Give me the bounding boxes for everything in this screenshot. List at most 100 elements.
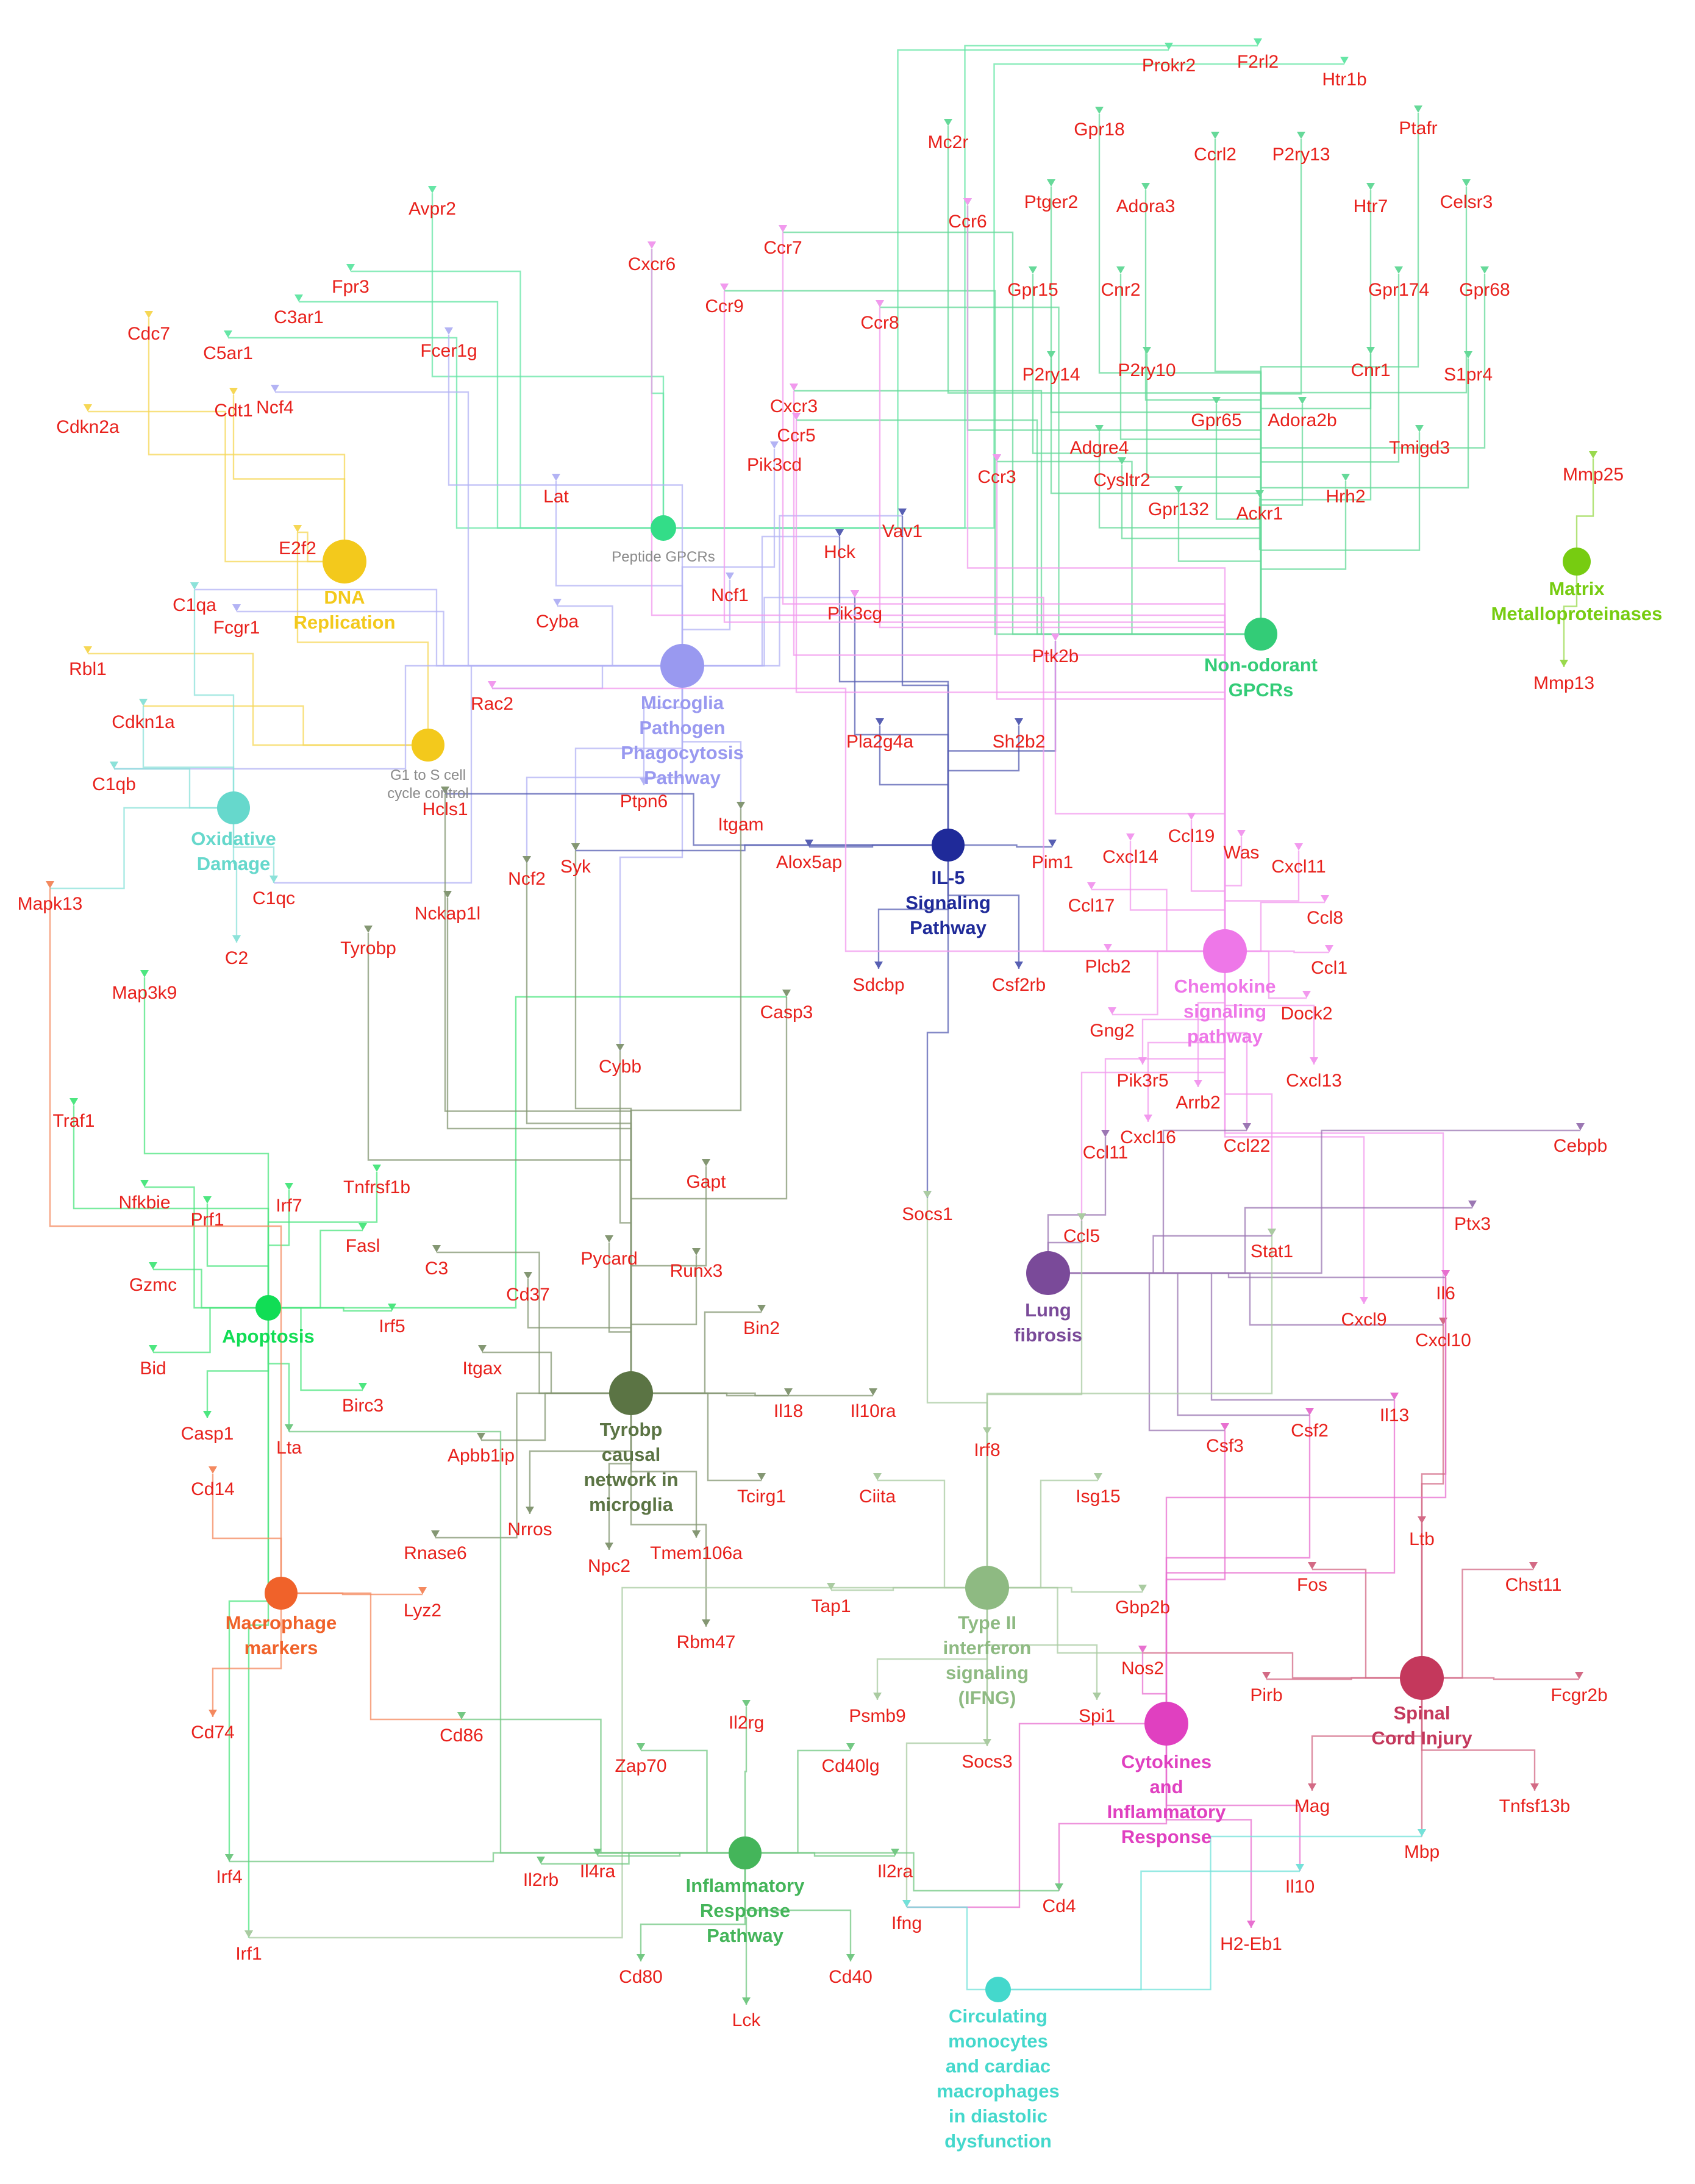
gene-node-ccl17[interactable]: Ccl17: [1068, 896, 1115, 916]
gene-node-zap70[interactable]: Zap70: [615, 1756, 666, 1776]
hub-apoptosis[interactable]: Apoptosis: [222, 1295, 315, 1347]
hub-non-odorant-gpcrs[interactable]: Non-odorant GPCRs: [1204, 618, 1318, 701]
gene-node-cxcr3[interactable]: Cxcr3: [770, 396, 818, 416]
hub-g1-to-s-cell-cycle-control[interactable]: G1 to S cell cycle control: [387, 729, 469, 802]
gene-node-rbm47[interactable]: Rbm47: [677, 1632, 736, 1652]
gene-node-ccl5[interactable]: Ccl5: [1063, 1226, 1100, 1246]
hub-node[interactable]: [932, 829, 965, 862]
gene-node-gpr18[interactable]: Gpr18: [1074, 120, 1124, 140]
gene-node-gpr132[interactable]: Gpr132: [1148, 499, 1209, 519]
hub-inflammatory-response-pathway[interactable]: Inflammatory Response Pathway: [686, 1836, 805, 1946]
gene-node-gzmc[interactable]: Gzmc: [129, 1275, 177, 1295]
gene-node-arrb2[interactable]: Arrb2: [1176, 1093, 1220, 1113]
gene-node-socs3[interactable]: Socs3: [962, 1752, 1012, 1772]
gene-node-irf1[interactable]: Irf1: [235, 1944, 262, 1964]
gene-node-il13[interactable]: Il13: [1380, 1405, 1409, 1426]
gene-node-lta[interactable]: Lta: [276, 1438, 302, 1458]
gene-node-nckap1l[interactable]: Nckap1l: [415, 904, 480, 924]
gene-node-cysltr2[interactable]: Cysltr2: [1093, 470, 1150, 490]
hub-oxidative-damage[interactable]: Oxidative Damage: [191, 791, 276, 874]
gene-node-csf2rb[interactable]: Csf2rb: [992, 975, 1046, 995]
gene-node-nrros[interactable]: Nrros: [507, 1519, 552, 1540]
gene-node-ptk2b[interactable]: Ptk2b: [1032, 646, 1079, 666]
hub-node[interactable]: [412, 729, 444, 762]
gene-node-gpr15[interactable]: Gpr15: [1007, 280, 1058, 300]
gene-node-e2f2[interactable]: E2f2: [279, 538, 316, 558]
gene-node-tmem106a[interactable]: Tmem106a: [650, 1543, 743, 1563]
gene-node-spi1[interactable]: Spi1: [1079, 1706, 1115, 1726]
gene-node-cd40[interactable]: Cd40: [829, 1967, 872, 1987]
gene-node-socs1[interactable]: Socs1: [902, 1204, 952, 1224]
gene-node-bin2[interactable]: Bin2: [743, 1318, 780, 1338]
gene-node-rbl1[interactable]: Rbl1: [69, 659, 107, 679]
gene-node-mag[interactable]: Mag: [1294, 1796, 1330, 1816]
gene-node-c3ar1[interactable]: C3ar1: [274, 307, 324, 327]
gene-node-avpr2[interactable]: Avpr2: [409, 199, 456, 219]
gene-node-c2[interactable]: C2: [225, 948, 248, 968]
gene-node-prokr2[interactable]: Prokr2: [1142, 55, 1196, 76]
gene-node-runx3[interactable]: Runx3: [670, 1261, 723, 1281]
gene-node-fpr3[interactable]: Fpr3: [332, 277, 369, 297]
hub-dna-replication[interactable]: DNA Replication: [293, 540, 396, 633]
gene-node-sdcbp[interactable]: Sdcbp: [852, 975, 904, 995]
gene-node-cxcl9[interactable]: Cxcl9: [1341, 1310, 1386, 1330]
hub-matrix-metalloproteinases[interactable]: Matrix Metalloproteinases: [1491, 548, 1663, 624]
gene-node-pik3cg[interactable]: Pik3cg: [827, 604, 882, 624]
gene-node-nos2[interactable]: Nos2: [1121, 1658, 1164, 1679]
gene-node-c3[interactable]: C3: [425, 1258, 448, 1279]
gene-node-ptafr[interactable]: Ptafr: [1399, 118, 1437, 138]
hub-node[interactable]: [609, 1371, 653, 1415]
gene-node-pycard[interactable]: Pycard: [580, 1249, 637, 1269]
gene-node-ncf2[interactable]: Ncf2: [508, 869, 546, 889]
gene-node-adora3[interactable]: Adora3: [1116, 196, 1176, 216]
gene-node-traf1[interactable]: Traf1: [53, 1111, 95, 1131]
gene-node-cdc7[interactable]: Cdc7: [127, 324, 170, 344]
hub-node[interactable]: [217, 791, 250, 824]
gene-node-cd80[interactable]: Cd80: [619, 1967, 663, 1987]
gene-node-rac2[interactable]: Rac2: [471, 694, 513, 714]
hub-spinal-cord-injury[interactable]: Spinal Cord Injury: [1371, 1656, 1472, 1749]
gene-node-stat1[interactable]: Stat1: [1251, 1241, 1293, 1262]
gene-node-ccr8[interactable]: Ccr8: [860, 313, 899, 333]
gene-node-ccrl2[interactable]: Ccrl2: [1194, 145, 1236, 165]
gene-node-il6[interactable]: Il6: [1436, 1283, 1455, 1304]
gene-node-lck[interactable]: Lck: [732, 2010, 762, 2030]
gene-node-il2rb[interactable]: Il2rb: [523, 1870, 558, 1890]
gene-node-irf4[interactable]: Irf4: [216, 1867, 242, 1887]
hub-node[interactable]: [1244, 618, 1277, 651]
gene-node-tcirg1[interactable]: Tcirg1: [737, 1486, 786, 1507]
hub-tyrobp-causal-network-in-microglia[interactable]: Tyrobp causal network in microglia: [583, 1371, 679, 1515]
gene-node-ccl22[interactable]: Ccl22: [1224, 1136, 1271, 1156]
gene-node-bid[interactable]: Bid: [140, 1358, 166, 1379]
gene-node-pik3cd[interactable]: Pik3cd: [747, 455, 802, 475]
gene-node-ccr5[interactable]: Ccr5: [777, 426, 815, 446]
hub-node[interactable]: [1203, 929, 1247, 973]
gene-node-cyba[interactable]: Cyba: [536, 612, 579, 632]
gene-node-cxcl10[interactable]: Cxcl10: [1415, 1330, 1471, 1351]
gene-node-pla2g4a[interactable]: Pla2g4a: [846, 732, 913, 752]
gene-node-s1pr4[interactable]: S1pr4: [1444, 365, 1493, 385]
gene-node-fasl[interactable]: Fasl: [346, 1236, 380, 1256]
gene-node-cxcr6[interactable]: Cxcr6: [628, 254, 676, 274]
hub-microglia-pathogen-phagocytosis-pathway[interactable]: Microglia Pathogen Phagocytosis Pathway: [621, 644, 744, 788]
gene-node-tnfrsf1b[interactable]: Tnfrsf1b: [343, 1177, 410, 1197]
hub-node[interactable]: [1144, 1702, 1188, 1746]
hub-circulating-monocytes-and-cardiac-macrophages-in-diastolic-dysfunction[interactable]: Circulating monocytes and cardiac macrophag…: [937, 1977, 1060, 2152]
gene-node-cd86[interactable]: Cd86: [440, 1725, 484, 1746]
gene-node-psmb9[interactable]: Psmb9: [849, 1706, 905, 1726]
gene-node-cd14[interactable]: Cd14: [191, 1479, 235, 1499]
gene-node-casp3[interactable]: Casp3: [760, 1002, 813, 1022]
gene-node-ccl1[interactable]: Ccl1: [1311, 958, 1347, 978]
gene-node-cebpb[interactable]: Cebpb: [1554, 1136, 1607, 1156]
gene-node-was[interactable]: Was: [1224, 843, 1260, 863]
gene-node-alox5ap[interactable]: Alox5ap: [776, 852, 842, 873]
hub-cytokines-and-inflammatory-response[interactable]: Cytokines and Inflammatory Response: [1107, 1702, 1226, 1847]
gene-node-cxcl13[interactable]: Cxcl13: [1286, 1071, 1342, 1091]
gene-node-hcls1[interactable]: Hcls1: [422, 799, 468, 819]
gene-node-c1qa[interactable]: C1qa: [173, 595, 216, 615]
gene-node-ptpn6[interactable]: Ptpn6: [620, 791, 668, 812]
gene-node-mmp13[interactable]: Mmp13: [1533, 673, 1594, 693]
gene-node-fcgr2b[interactable]: Fcgr2b: [1550, 1685, 1607, 1705]
hub-node[interactable]: [1563, 548, 1591, 576]
gene-node-celsr3[interactable]: Celsr3: [1440, 192, 1493, 212]
